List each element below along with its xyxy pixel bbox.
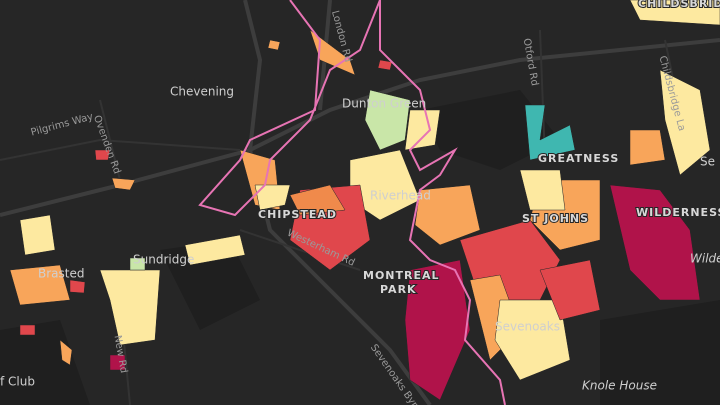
place-label: Sundridge <box>133 253 194 267</box>
district-label: WILDERNESS <box>636 206 720 219</box>
place-label: Sevenoaks <box>495 320 560 334</box>
place-label: f Club <box>0 375 35 389</box>
boundary <box>198 0 506 405</box>
district-label: PARK <box>380 283 417 296</box>
place-label: Brasted <box>38 267 84 281</box>
district-label: CHIPSTEAD <box>258 208 337 221</box>
district-label: CHILDSBRIDGE <box>638 0 720 10</box>
district-label: ST JOHNS <box>522 212 589 225</box>
place-label: Riverhead <box>370 189 431 203</box>
place-label: Se <box>700 155 715 169</box>
place-label: Wilder <box>690 252 720 266</box>
district-label: GREATNESS <box>538 152 619 165</box>
district-label: MONTREAL <box>363 269 440 282</box>
minor-roads <box>0 29 691 405</box>
place-label: Chevening <box>170 85 234 99</box>
place-label: Knole House <box>582 379 657 393</box>
areas <box>9 0 720 401</box>
place-label: Dunton Green <box>342 97 426 111</box>
